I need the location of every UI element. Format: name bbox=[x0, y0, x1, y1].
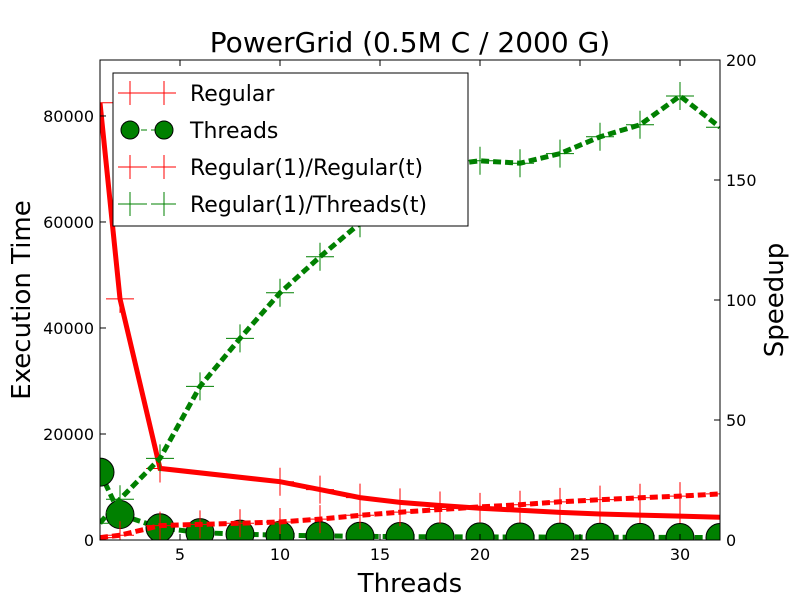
data-point-regular-1-threads-t bbox=[146, 444, 174, 473]
data-point-regular-1-regular-t bbox=[266, 508, 294, 536]
y2-tick-label: 150 bbox=[726, 171, 757, 190]
data-point-regular-1-regular-t bbox=[146, 511, 174, 540]
legend-label: Regular bbox=[190, 82, 275, 107]
legend-marker bbox=[120, 120, 140, 140]
data-point-regular-1-regular-t bbox=[346, 501, 374, 530]
data-point-regular-1-threads-t bbox=[226, 324, 254, 353]
data-point-regular-1-regular-t bbox=[226, 509, 254, 538]
data-point-regular bbox=[266, 467, 294, 496]
data-point-regular-1-regular-t bbox=[706, 479, 720, 508]
legend-marker bbox=[118, 192, 142, 216]
legend-label: Threads bbox=[189, 119, 278, 144]
y2-tick-label: 50 bbox=[726, 411, 746, 430]
legend-marker bbox=[152, 81, 176, 105]
data-point-regular-1-threads-t bbox=[586, 122, 614, 151]
x-tick-label: 5 bbox=[175, 545, 185, 564]
x-tick-label: 10 bbox=[270, 545, 290, 564]
y-tick-label: 20000 bbox=[43, 425, 94, 444]
data-point-threads bbox=[545, 522, 575, 540]
legend-entry: Threads bbox=[120, 119, 278, 144]
y-tick-label: 0 bbox=[84, 531, 94, 550]
data-point-regular-1-threads-t bbox=[106, 485, 134, 514]
data-point-regular-1-regular-t bbox=[626, 483, 654, 512]
y2-tick-label: 100 bbox=[726, 291, 757, 310]
legend-marker bbox=[118, 81, 142, 105]
data-point-threads bbox=[625, 522, 655, 540]
data-point-regular bbox=[706, 503, 720, 532]
y2-tick-label: 0 bbox=[726, 531, 736, 550]
legend-marker bbox=[152, 155, 176, 179]
data-point-regular-1-threads-t bbox=[100, 509, 114, 538]
data-point-regular-1-regular-t bbox=[386, 498, 414, 527]
data-point-regular bbox=[100, 88, 114, 117]
data-point-regular-1-threads-t bbox=[666, 82, 694, 110]
chart-title: PowerGrid (0.5M C / 2000 G) bbox=[210, 26, 610, 59]
data-point-regular-1-regular-t bbox=[666, 482, 694, 511]
legend-marker bbox=[154, 120, 174, 140]
ticks-layer: 5 10 15 20 25 30 0 20000 40000 60000 80000 0 50 100 15… bbox=[43, 51, 756, 564]
data-point-regular-1-regular-t bbox=[506, 490, 534, 519]
x-tick-label: 25 bbox=[570, 545, 590, 564]
data-point-threads bbox=[705, 523, 720, 540]
legend-label: Regular(1)/Regular(t) bbox=[190, 156, 423, 181]
data-point-regular-1-threads-t bbox=[266, 278, 294, 307]
data-point-regular-1-regular-t bbox=[106, 521, 134, 540]
data-point-regular-1-regular-t bbox=[586, 485, 614, 514]
legend-label: Regular(1)/Threads(t) bbox=[190, 193, 427, 218]
data-point-regular bbox=[106, 284, 134, 313]
data-point-threads bbox=[505, 522, 535, 540]
x-axis-label: Threads bbox=[357, 569, 462, 599]
y-tick-label: 80000 bbox=[43, 107, 94, 126]
data-point-regular-1-regular-t bbox=[186, 510, 214, 539]
data-point-regular-1-regular-t bbox=[546, 487, 574, 516]
data-point-threads bbox=[100, 457, 115, 487]
y2-tick-label: 200 bbox=[726, 51, 757, 70]
data-point-regular-1-regular-t bbox=[466, 492, 494, 521]
legend-box bbox=[112, 72, 469, 227]
x-tick-label: 30 bbox=[670, 545, 690, 564]
x-tick-label: 15 bbox=[370, 545, 390, 564]
data-point-regular-1-regular-t bbox=[306, 505, 334, 534]
data-point-regular-1-threads-t bbox=[306, 242, 334, 271]
y2-axis-label: Speedup bbox=[760, 243, 790, 358]
y-axis-label: Execution Time bbox=[7, 200, 37, 399]
series-regular-1-regular-t bbox=[100, 479, 720, 540]
y-tick-label: 40000 bbox=[43, 319, 94, 338]
data-point-threads bbox=[585, 522, 615, 540]
data-point-regular-1-threads-t bbox=[626, 110, 654, 139]
data-point-regular-1-regular-t bbox=[100, 523, 114, 540]
x-tick-label: 20 bbox=[470, 545, 490, 564]
data-point-regular-1-threads-t bbox=[186, 372, 214, 401]
data-point-regular-1-regular-t bbox=[426, 495, 454, 524]
data-point-regular bbox=[306, 475, 334, 504]
data-point-regular-1-threads-t bbox=[706, 113, 720, 142]
y-tick-label: 60000 bbox=[43, 213, 94, 232]
data-point-threads bbox=[465, 522, 495, 540]
legend-marker bbox=[118, 155, 142, 179]
legend-entry: Regular bbox=[118, 81, 275, 107]
legend-marker bbox=[152, 192, 176, 216]
data-point-threads bbox=[665, 522, 695, 540]
legend-entry: Regular(1)/Threads(t) bbox=[118, 192, 427, 218]
data-point-regular-1-threads-t bbox=[506, 149, 534, 178]
legend: Regular Threads Regular(1)/Regular(t) Regul… bbox=[112, 72, 469, 227]
legend-entry: Regular(1)/Regular(t) bbox=[118, 155, 423, 181]
data-point-regular-1-threads-t bbox=[466, 146, 494, 175]
data-point-regular-1-threads-t bbox=[546, 139, 574, 168]
